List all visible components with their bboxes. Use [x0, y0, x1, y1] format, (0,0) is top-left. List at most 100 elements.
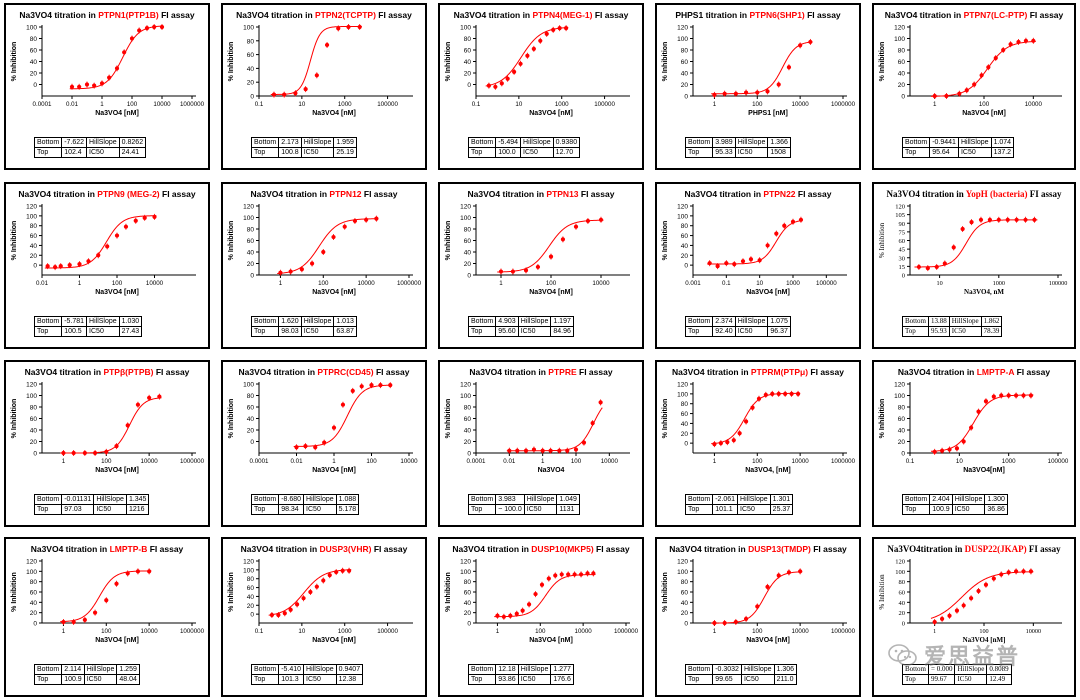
- data-point: [553, 573, 558, 578]
- title-suffix: FI assay: [578, 189, 615, 199]
- fit-params-table: Bottom 4.903 HillSlope 1.197 Top 95.60 IC50 84.…: [467, 316, 574, 337]
- x-tick-label: 10: [298, 101, 305, 108]
- data-point: [999, 572, 1004, 577]
- param-value: 1.074: [990, 137, 1015, 148]
- y-tick-label: 100: [895, 569, 905, 576]
- x-axis-label: Na3VO4 [nM]: [95, 110, 139, 117]
- title-target: PTPN12: [329, 189, 362, 199]
- title-target: DUSP22(JKAP): [964, 544, 1027, 554]
- fit-params-table: Bottom 1.620 HillSlope 1.013 Top 98.03 IC50 63.…: [250, 316, 357, 337]
- chart-title: Na3VO4 titration in DUSP13(TMDP) FI assa…: [657, 544, 859, 554]
- data-point: [795, 391, 801, 396]
- title-target: PTPN9 (MEG-2): [97, 189, 160, 199]
- param-value: 12.49: [986, 674, 1012, 685]
- data-point: [983, 399, 989, 404]
- data-point: [954, 446, 960, 451]
- param-label: HillSlope: [948, 316, 982, 327]
- y-tick-label: 80: [464, 579, 472, 586]
- x-axis-label: Na3VO4 [nM]: [95, 467, 139, 474]
- y-tick-label: 60: [247, 585, 255, 592]
- plot-area: 0 20 40 60 80 100 120 1 100 10000 1000000 Na3VO4, […: [662, 382, 856, 475]
- data-point: [357, 24, 362, 30]
- param-row: Top 99.65 IC50 211.0: [684, 674, 798, 685]
- title-suffix: FI assay: [361, 189, 398, 199]
- y-tick-label: 20: [30, 253, 38, 260]
- data-point: [157, 394, 162, 399]
- y-tick-label: 40: [247, 66, 255, 73]
- param-value: -5.410: [278, 664, 305, 675]
- param-value: 98.34: [278, 504, 305, 515]
- data-point: [551, 27, 556, 32]
- param-value: -0.9441: [929, 137, 959, 148]
- title-target: PTPβ(PTPB): [103, 367, 154, 377]
- param-value: 0.9380: [552, 137, 581, 148]
- param-value: 12.38: [335, 674, 364, 685]
- y-tick-label: 60: [899, 238, 906, 245]
- y-tick-label: 120: [677, 382, 688, 389]
- fit-params-table: Bottom -8.680 HillSlope 1.088 Top 98.34 IC50 5.…: [250, 494, 360, 515]
- chart-panel: Na3VO4 titration in PTPN13 FI assay 0 20 40…: [438, 182, 644, 349]
- y-axis-label: % Inhibition: [445, 42, 452, 82]
- x-tick-label: 1000000: [180, 458, 205, 465]
- param-row: Top 92.40 IC50 96.37: [684, 326, 791, 337]
- param-row: Top 100.5 IC50 27.43: [33, 326, 143, 337]
- data-point: [755, 90, 760, 95]
- y-axis-label: % Inhibition: [662, 221, 669, 261]
- x-tick-label: 1000000: [831, 101, 856, 108]
- y-tick-label: 0: [467, 82, 471, 89]
- y-tick-label: 100: [677, 391, 688, 398]
- x-tick-label: 100: [127, 101, 138, 108]
- y-tick-label: 100: [460, 569, 471, 576]
- param-label: Top: [467, 674, 497, 685]
- param-label: IC50: [734, 326, 769, 337]
- param-value: 96.37: [767, 326, 791, 337]
- param-label: HillSlope: [740, 664, 775, 675]
- y-tick-label: 20: [681, 82, 689, 89]
- data-point: [763, 392, 768, 397]
- x-tick-label: 100000: [594, 101, 615, 108]
- x-tick-label: 0.1: [255, 101, 264, 108]
- data-point: [92, 610, 98, 615]
- title-suffix: FI assay: [1027, 10, 1064, 20]
- param-label: HillSlope: [93, 494, 127, 505]
- y-tick-label: 60: [30, 233, 38, 240]
- x-tick-label: 1: [100, 101, 104, 108]
- param-value: 1.049: [556, 494, 580, 505]
- y-tick-label: 40: [681, 243, 689, 250]
- param-label: Top: [901, 504, 931, 515]
- data-point: [740, 259, 746, 264]
- title-target: DUSP10(MKP5): [531, 544, 594, 554]
- y-tick-label: 20: [30, 610, 38, 617]
- chart-title: Na3VO4 titration in PTPN4(MEG-1) FI assa…: [440, 10, 642, 20]
- title-target: PTPRM(PTPμ): [750, 367, 809, 377]
- param-label: Bottom: [250, 316, 280, 327]
- x-tick-label: 100: [979, 628, 988, 635]
- param-row: Bottom 2.173 HillSlope 1.959: [250, 137, 357, 148]
- data-point: [743, 419, 749, 424]
- param-label: HillSlope: [300, 316, 335, 327]
- x-tick-label: 0.001: [685, 280, 701, 287]
- param-label: Bottom: [467, 664, 497, 675]
- data-point: [808, 39, 813, 45]
- param-label: HillSlope: [520, 137, 554, 148]
- data-point: [712, 92, 717, 97]
- data-point: [976, 588, 981, 594]
- data-point: [790, 219, 796, 224]
- y-tick-label: 60: [681, 411, 689, 418]
- x-tick-label: 0.0001: [33, 101, 52, 108]
- x-tick-label: 100: [979, 101, 990, 108]
- param-value: 1.197: [550, 316, 574, 327]
- chart-panel: Na3VO4 titration in LMPTP-A FI assay 0 20 4…: [872, 360, 1076, 527]
- data-point: [350, 388, 355, 393]
- x-tick-label: 10: [937, 280, 943, 287]
- param-label: Bottom: [684, 137, 714, 148]
- data-point: [114, 66, 120, 71]
- fit-curve: [497, 219, 604, 273]
- y-tick-label: 80: [247, 38, 255, 45]
- y-tick-label: 80: [247, 576, 255, 583]
- param-value: 98.03: [278, 326, 302, 337]
- data-point: [314, 73, 319, 78]
- data-point: [486, 83, 492, 88]
- plot-area: 0 20 40 60 80 100 0.1 10 1000 100000 Na3VO4 [nM] % …: [228, 24, 413, 117]
- param-label: HillSlope: [303, 494, 337, 505]
